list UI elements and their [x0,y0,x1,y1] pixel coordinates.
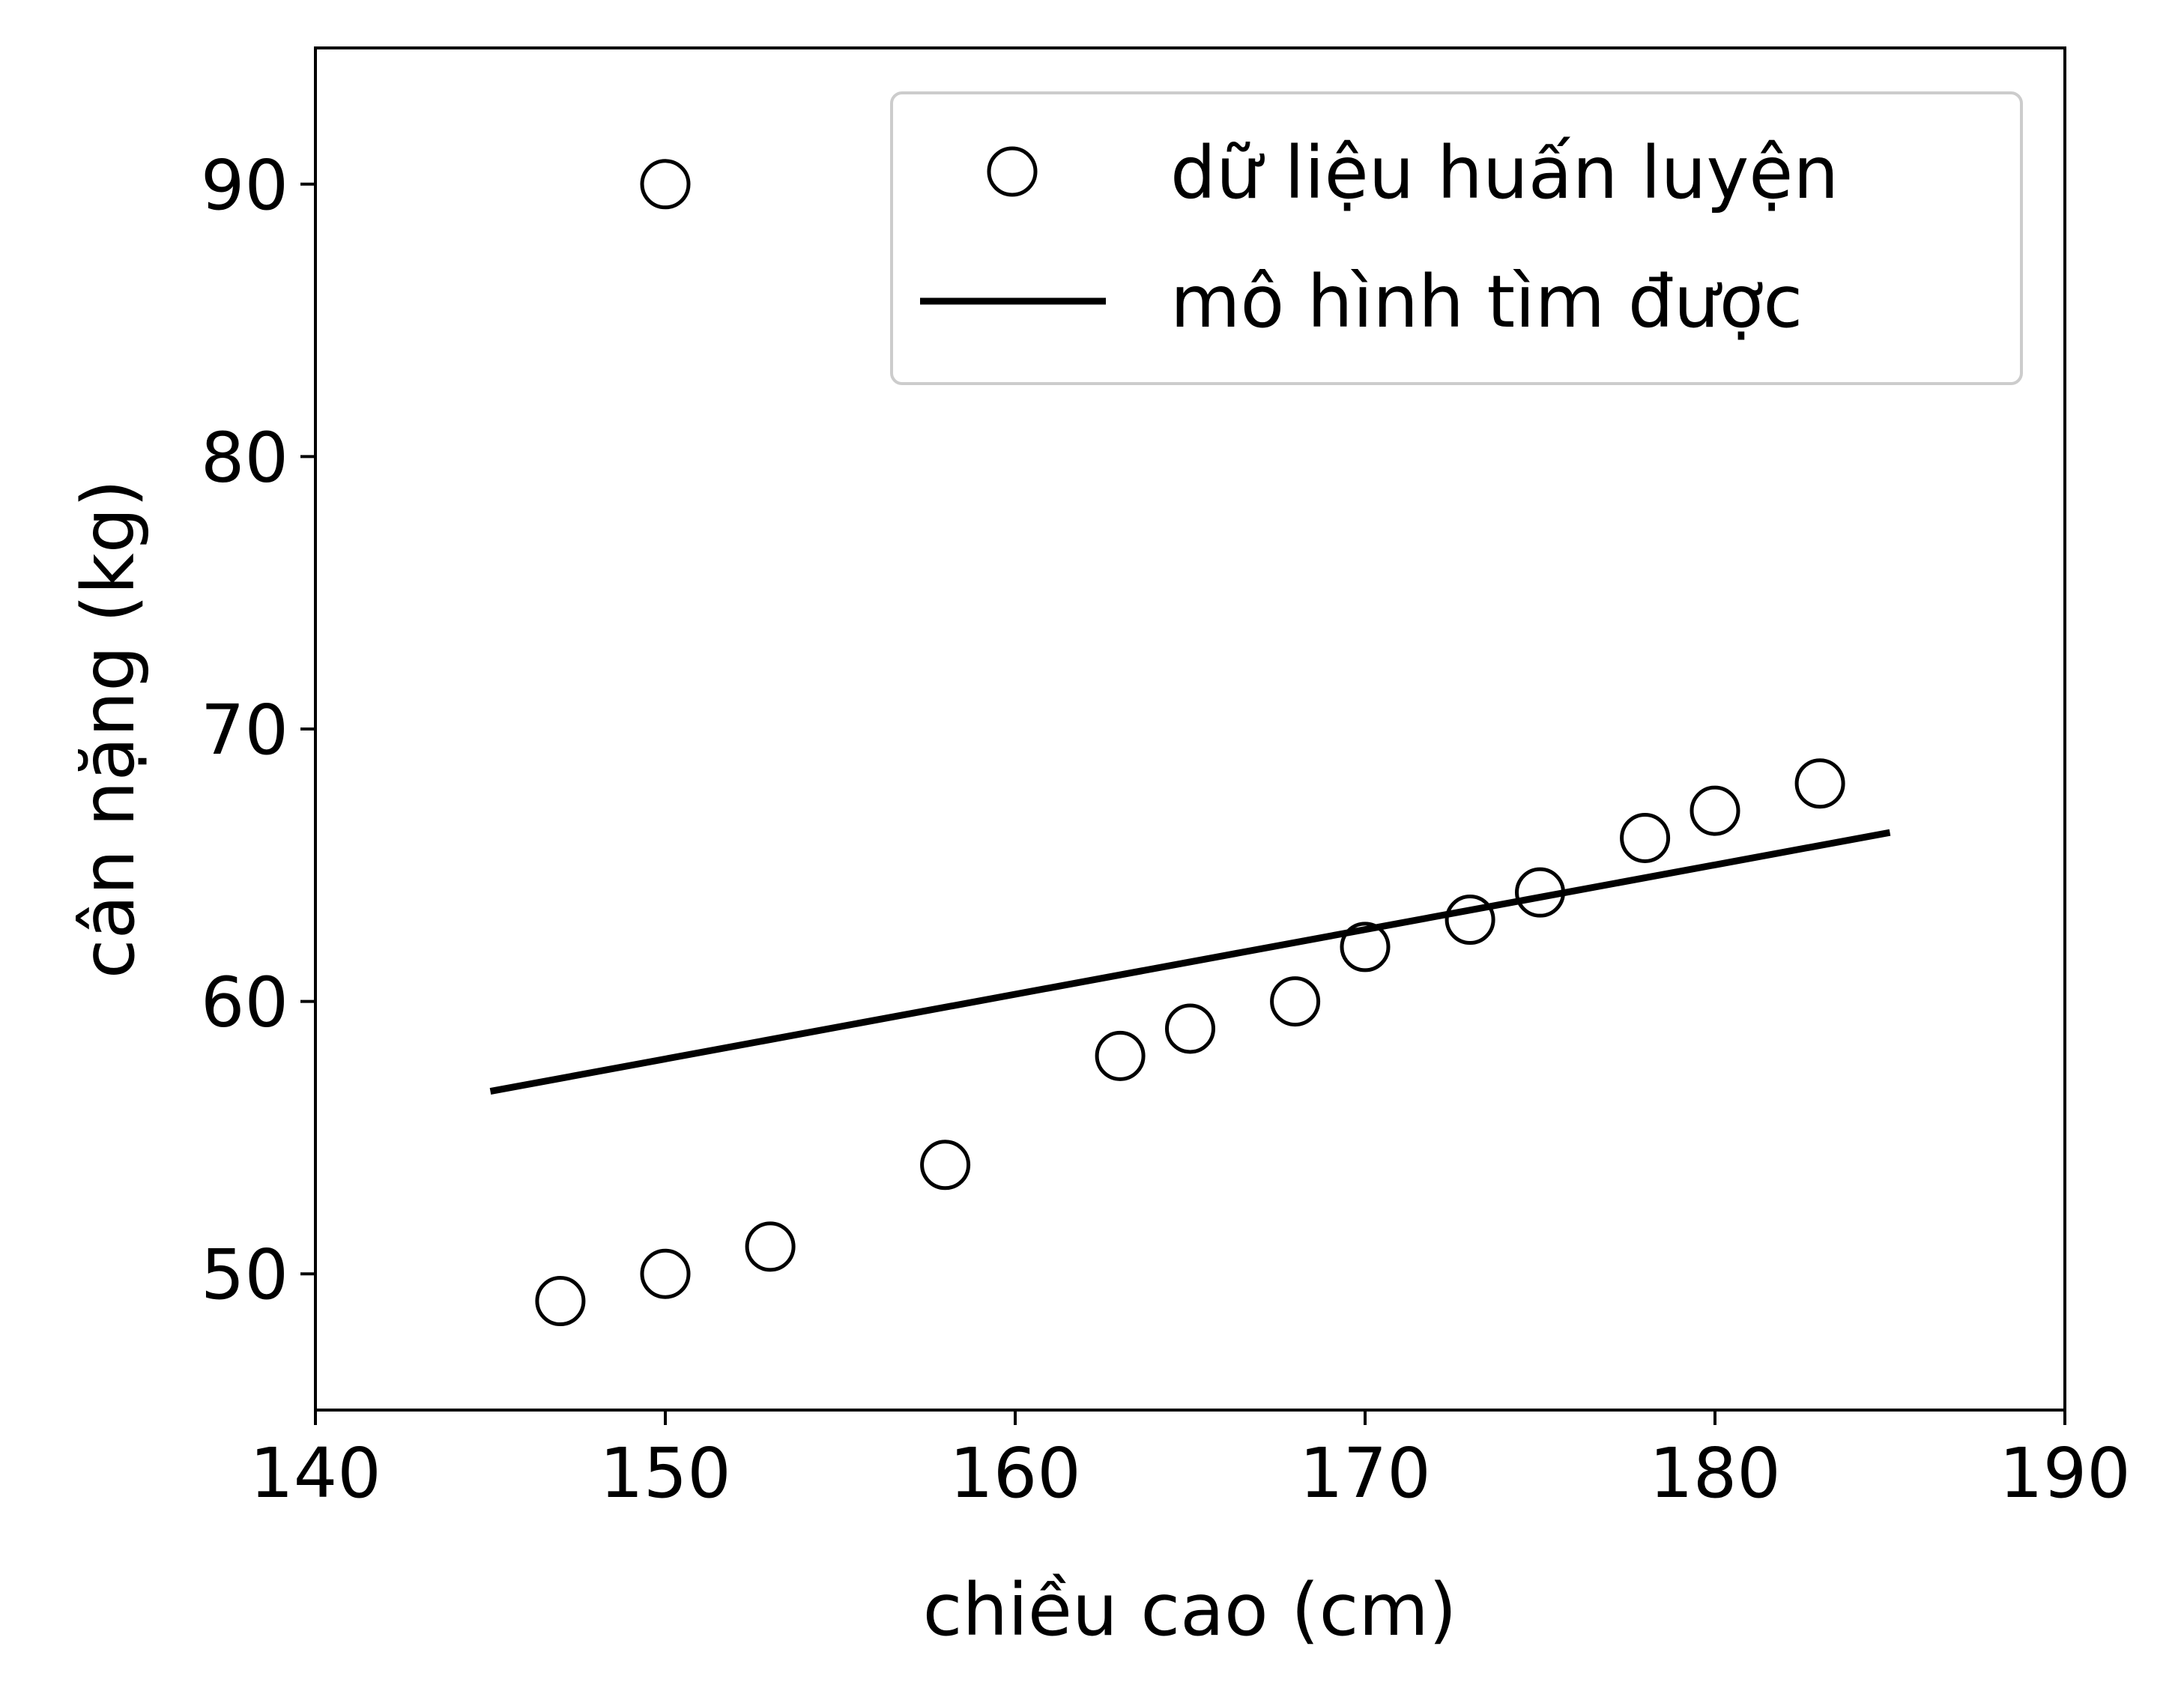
x-tick-label: 180 [1649,1433,1781,1513]
data-point [1690,785,1740,836]
y-axis-ticks: 50 60 70 80 90 [201,145,315,1315]
data-point [1445,895,1495,946]
data-point [1165,1003,1215,1054]
data-point [1095,1030,1146,1081]
y-tick-label: 60 [201,963,288,1043]
y-axis-label: cân nặng (kg) [67,480,151,978]
data-point [920,1140,971,1191]
data-point [640,159,691,210]
x-tick-label: 140 [249,1433,381,1513]
data-point [745,1221,796,1272]
plot-area [489,159,1891,1327]
legend: dữ liệu huấn luyện mô hình tìm được [890,91,2023,385]
data-point [1515,867,1565,918]
y-tick-label: 50 [201,1235,288,1315]
data-point [640,1248,691,1299]
data-point [1794,758,1845,809]
x-axis-ticks: 140 150 160 170 180 190 [249,1410,2131,1513]
legend-label-model: mô hình tìm được [1170,260,1803,344]
x-axis-label: chiều cao (cm) [923,1568,1457,1652]
y-tick-label: 90 [201,145,288,226]
y-tick-label: 70 [201,690,288,770]
legend-box [890,91,2023,385]
x-tick-label: 150 [599,1433,731,1513]
model-fit-line [489,829,1891,1095]
y-tick-label: 80 [201,417,288,497]
legend-label-training-data: dữ liệu huấn luyện [1170,131,1839,215]
x-tick-label: 190 [1999,1433,2131,1513]
data-point [1270,976,1321,1027]
data-point [535,1276,586,1327]
data-point [1340,922,1391,972]
legend-marker-training-data [987,146,1038,197]
data-point [1620,812,1671,863]
x-tick-label: 170 [1299,1433,1431,1513]
x-tick-label: 160 [949,1433,1081,1513]
